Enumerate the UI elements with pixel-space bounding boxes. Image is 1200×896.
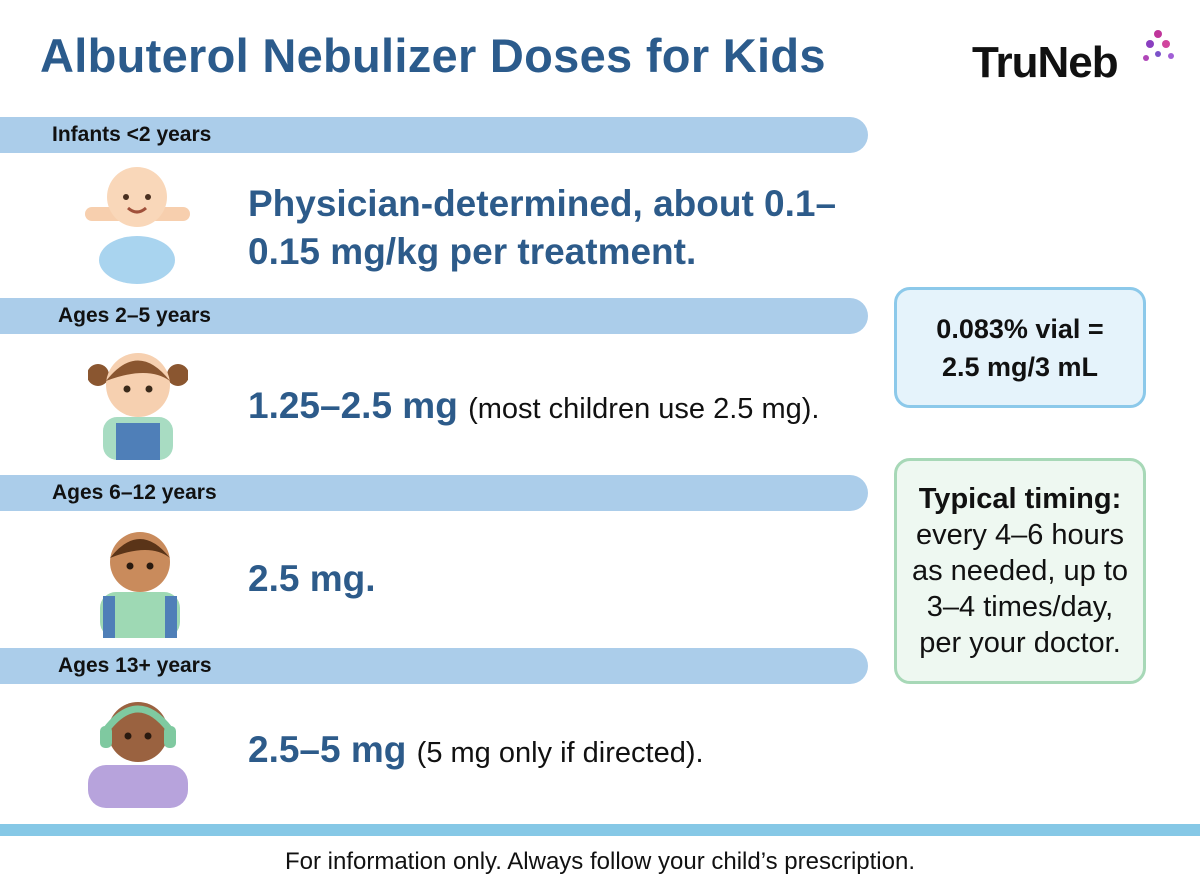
- age-label: Ages 13+ years: [58, 654, 212, 677]
- hoodie: [88, 765, 188, 808]
- head: [107, 167, 167, 227]
- hair: [106, 360, 170, 381]
- vial-box: 0.083% vial = 2.5 mg/3 mL: [894, 287, 1146, 408]
- eye: [146, 562, 154, 570]
- dot: [1146, 40, 1154, 48]
- eye: [144, 732, 152, 740]
- dot: [1168, 53, 1174, 59]
- eye: [145, 385, 153, 393]
- dot: [1162, 40, 1170, 48]
- age-bar: [0, 475, 868, 511]
- logo-dots: [1143, 30, 1174, 61]
- dot: [1143, 55, 1149, 61]
- headphones: [103, 705, 173, 733]
- earcup: [100, 726, 112, 748]
- mouth: [127, 206, 147, 214]
- eye: [145, 194, 151, 200]
- dose: Physician-determined, about 0.1–0.15 mg/…: [248, 183, 837, 272]
- strap: [103, 596, 115, 638]
- strap: [165, 596, 177, 638]
- eye: [126, 562, 134, 570]
- title: Albuterol Nebulizer Doses for Kids: [40, 29, 826, 82]
- hair: [110, 539, 170, 558]
- pigtail: [88, 364, 109, 386]
- infant-icon: [85, 167, 190, 284]
- dose-line: 1.25–2.5 mg (most children use 2.5 mg).: [248, 382, 819, 433]
- footer: For information only. Always follow your…: [284, 848, 916, 875]
- eye: [123, 194, 129, 200]
- timing-heading: Typical timing:: [918, 483, 1122, 515]
- teen-icon: [88, 702, 188, 808]
- age-label: Infants <2 years: [52, 123, 212, 146]
- age-bar: [0, 117, 868, 153]
- timing-box: Typical timing: every 4–6 hours as needed…: [894, 458, 1146, 684]
- overalls: [116, 423, 160, 460]
- eye: [123, 385, 131, 393]
- dot: [1155, 51, 1161, 57]
- dot: [1154, 30, 1162, 38]
- divider: [0, 824, 1200, 836]
- dose: 1.25–2.5 mg: [248, 385, 458, 426]
- dose-note: (most children use 2.5 mg).: [468, 393, 820, 425]
- toddler-icon: [88, 353, 188, 460]
- age-bar: [0, 648, 868, 684]
- age-label: Ages 2–5 years: [58, 304, 211, 327]
- shirt: [100, 592, 180, 638]
- earcup: [164, 726, 176, 748]
- age-bar: [0, 298, 868, 334]
- age-label: Ages 6–12 years: [52, 481, 217, 504]
- dose: 2.5–5 mg: [248, 729, 407, 770]
- logo: TruNeb: [972, 38, 1119, 87]
- timing-body: every 4–6 hours as needed, up to 3–4 tim…: [911, 519, 1129, 659]
- pigtail: [167, 364, 188, 386]
- dose: 2.5 mg.: [248, 558, 376, 599]
- body: [99, 236, 175, 284]
- dose-note: (5 mg only if directed).: [416, 737, 704, 769]
- child-icon: [100, 532, 180, 638]
- dose-line: 2.5–5 mg (5 mg only if directed).: [248, 726, 704, 777]
- vial-text: 0.083% vial = 2.5 mg/3 mL: [936, 313, 1104, 382]
- eye: [124, 732, 132, 740]
